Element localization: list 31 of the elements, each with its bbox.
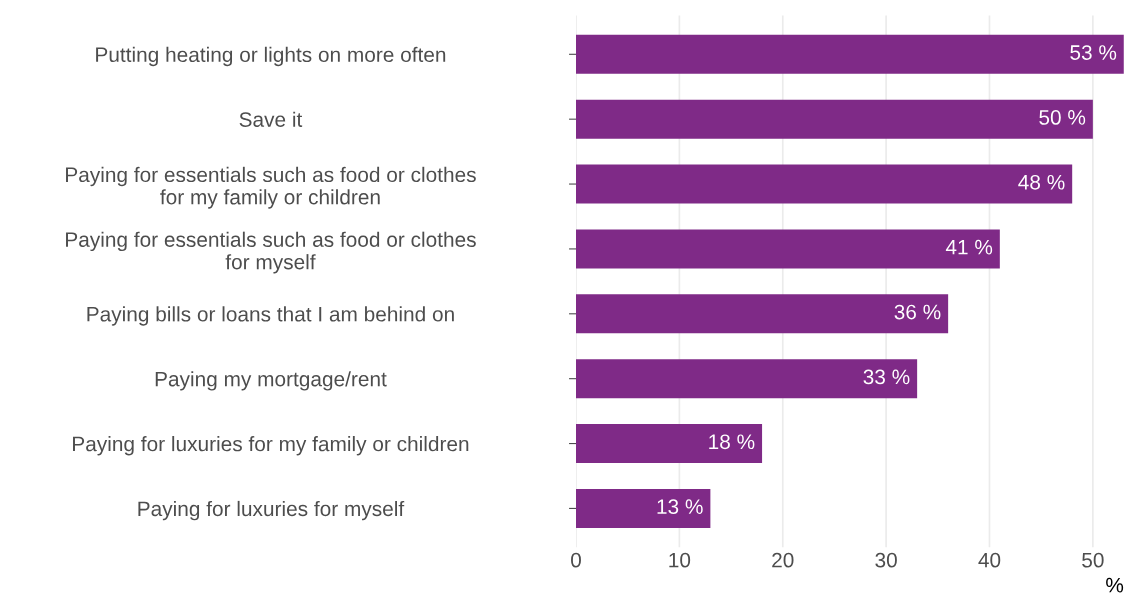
x-tick-label: 0 [571,552,581,568]
y-tick-label: Paying for luxuries for my family or children [73,436,469,456]
y-tick-label: Putting heating or lights on more often [96,46,446,67]
bar [576,99,1093,139]
data-label: 50 % [1039,110,1086,125]
data-label: 53 % [1070,45,1117,60]
x-axis-title: % [1106,577,1124,593]
bar [576,488,711,528]
data-label: 41 % [945,239,993,255]
bar [576,424,763,464]
bar [576,359,918,399]
data-label: 48 % [1018,174,1065,190]
x-tick-label: 30 [875,552,897,568]
y-tick-label: Paying for luxuries for myself [138,500,405,521]
x-tick-label: 20 [772,552,794,568]
y-tick-label: Paying my mortgage/rent [155,371,387,391]
x-tick-label: 40 [978,552,1001,568]
data-label: 18 % [709,434,755,450]
y-tick-label: Save it [239,111,303,127]
bar [576,34,1124,74]
y-tick-label: Paying bills or loans that I am behind on [87,306,454,326]
x-tick-label: 50 [1082,552,1104,568]
data-label: 13 % [657,499,703,515]
x-tick-label: 10 [669,552,691,568]
bar [576,229,1000,269]
bar [576,294,949,334]
data-label: 33 % [863,369,910,385]
y-tick-label: Paying for essentials such as food or clothes for my family or children [66,166,476,209]
data-label: 36 % [894,304,941,320]
bar [576,164,1073,204]
y-tick-label: Paying for essentials such as food or clothes for myself [66,231,476,274]
